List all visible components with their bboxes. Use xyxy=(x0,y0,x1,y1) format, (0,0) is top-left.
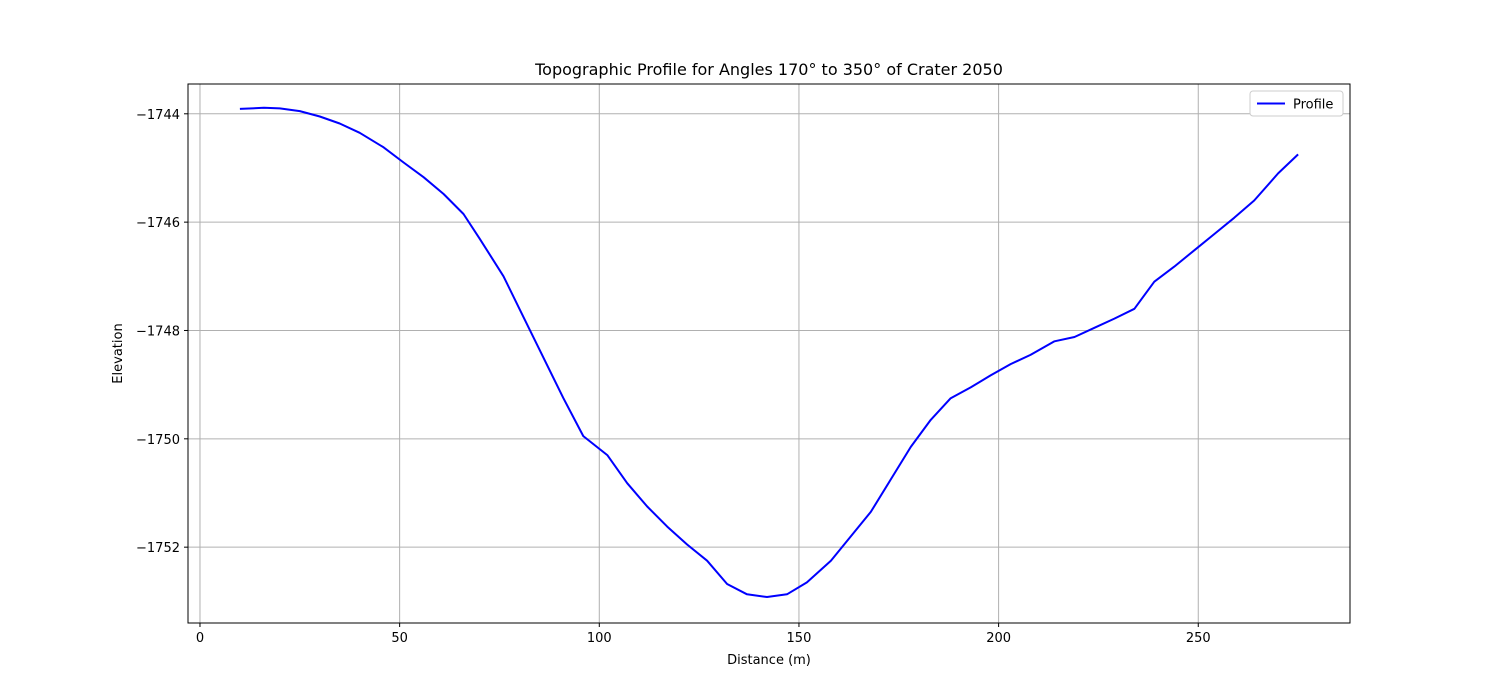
chart-title: Topographic Profile for Angles 170° to 3… xyxy=(534,60,1003,79)
y-tick-label: −1746 xyxy=(136,216,180,231)
x-tick-label: 100 xyxy=(587,631,612,646)
x-tick-label: 150 xyxy=(787,631,812,646)
y-tick-label: −1748 xyxy=(136,324,180,339)
x-tick-label: 250 xyxy=(1186,631,1211,646)
x-axis: 0 50 100 150 200 250 xyxy=(196,623,1211,646)
x-tick-label: 0 xyxy=(196,631,204,646)
y-axis: −1744 −1746 −1748 −1750 −1752 xyxy=(136,108,188,556)
series-line-profile xyxy=(239,106,1299,598)
x-axis-label: Distance (m) xyxy=(727,653,811,668)
grid-lines xyxy=(188,84,1350,623)
series-layer xyxy=(239,106,1299,598)
y-tick-label: −1752 xyxy=(136,541,180,556)
legend-box xyxy=(1249,90,1344,117)
legend-label: Profile xyxy=(1293,98,1333,113)
y-tick-label: −1750 xyxy=(136,433,180,448)
y-axis-label: Elevation xyxy=(111,323,126,383)
x-tick-label: 200 xyxy=(986,631,1011,646)
plot-area-frame xyxy=(187,83,1351,624)
legend: Profile xyxy=(1249,90,1344,117)
y-tick-label: −1744 xyxy=(136,108,180,123)
x-tick-label: 50 xyxy=(391,631,408,646)
